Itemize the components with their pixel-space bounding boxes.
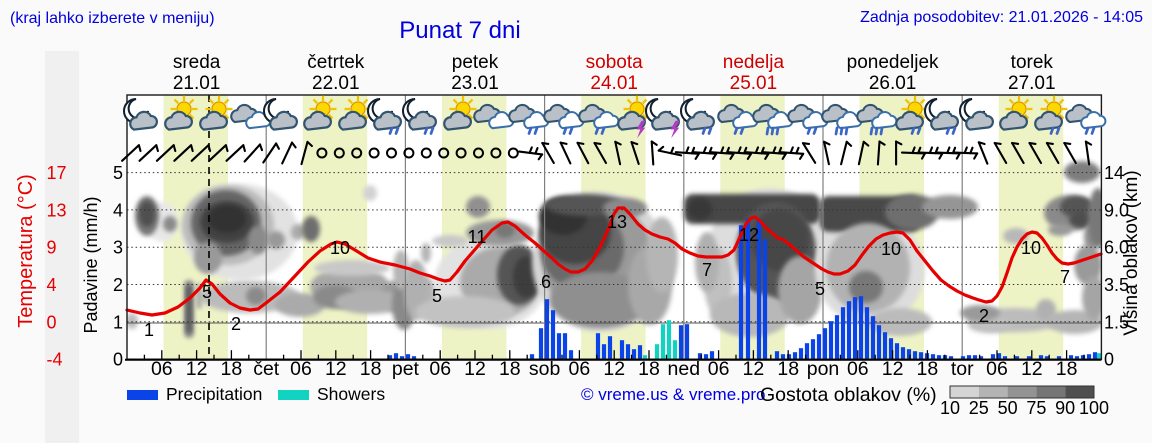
svg-text:22.01: 22.01 [312, 73, 360, 94]
svg-text:18: 18 [777, 358, 799, 380]
svg-text:0: 0 [113, 350, 123, 370]
svg-text:ponedeljek: ponedeljek [847, 52, 939, 73]
svg-text:petek: petek [452, 52, 499, 73]
svg-text:13: 13 [47, 200, 67, 220]
svg-text:18: 18 [221, 358, 243, 380]
svg-text:0: 0 [1104, 350, 1114, 370]
svg-text:četrtek: četrtek [307, 52, 365, 73]
svg-text:6.0: 6.0 [1104, 238, 1129, 258]
svg-text:12: 12 [1021, 358, 1043, 380]
svg-text:Showers: Showers [317, 384, 385, 404]
svg-text:Precipitation: Precipitation [166, 384, 262, 404]
svg-text:12: 12 [325, 358, 347, 380]
svg-text:06: 06 [986, 358, 1008, 380]
svg-text:25: 25 [969, 398, 989, 418]
svg-text:12: 12 [882, 358, 904, 380]
svg-text:sob: sob [529, 358, 561, 380]
svg-text:06: 06 [429, 358, 451, 380]
svg-text:9: 9 [47, 238, 57, 258]
svg-text:5: 5 [113, 163, 123, 183]
svg-text:-4: -4 [47, 350, 63, 370]
svg-text:torek: torek [1011, 52, 1054, 73]
svg-text:12: 12 [464, 358, 486, 380]
svg-text:Punat 7 dni: Punat 7 dni [399, 17, 520, 44]
svg-text:90: 90 [1055, 398, 1075, 418]
svg-text:26.01: 26.01 [869, 73, 917, 94]
svg-text:6: 6 [541, 272, 551, 292]
svg-text:5: 5 [815, 279, 825, 299]
svg-text:18: 18 [638, 358, 660, 380]
svg-text:2: 2 [979, 306, 989, 326]
svg-text:14: 14 [1104, 163, 1124, 183]
svg-text:nedelja: nedelja [723, 52, 785, 73]
svg-text:1.5: 1.5 [1104, 312, 1129, 332]
svg-text:9.0: 9.0 [1104, 200, 1129, 220]
svg-text:ned: ned [668, 358, 701, 380]
svg-text:Gostota oblakov (%): Gostota oblakov (%) [760, 384, 937, 406]
svg-text:7: 7 [702, 260, 712, 280]
svg-text:06: 06 [569, 358, 591, 380]
svg-text:18: 18 [917, 358, 939, 380]
svg-text:© vreme.us & vreme.pro: © vreme.us & vreme.pro [581, 385, 765, 404]
svg-text:12: 12 [603, 358, 625, 380]
svg-text:23.01: 23.01 [451, 73, 499, 94]
svg-text:2: 2 [231, 314, 241, 334]
svg-text:tor: tor [951, 358, 974, 380]
svg-text:4: 4 [113, 200, 123, 220]
svg-text:sobota: sobota [586, 52, 643, 73]
svg-text:sreda: sreda [173, 52, 221, 73]
svg-text:27.01: 27.01 [1008, 73, 1056, 94]
svg-text:06: 06 [151, 358, 173, 380]
svg-text:18: 18 [1056, 358, 1078, 380]
svg-text:12: 12 [743, 358, 765, 380]
svg-text:18: 18 [360, 358, 382, 380]
svg-text:(kraj lahko izberete v meniju): (kraj lahko izberete v meniju) [10, 10, 215, 27]
svg-text:2: 2 [113, 275, 123, 295]
svg-text:čet: čet [253, 358, 280, 380]
svg-text:Padavine (mm/h): Padavine (mm/h) [81, 196, 101, 333]
svg-text:Višina oblakov (km): Višina oblakov (km) [1121, 170, 1142, 335]
svg-text:1: 1 [144, 320, 154, 340]
svg-text:Zadnja posodobitev: 21.01.2026: Zadnja posodobitev: 21.01.2026 - 14:05 [860, 9, 1143, 26]
svg-text:10: 10 [881, 239, 901, 259]
svg-text:10: 10 [1021, 238, 1041, 258]
svg-text:100: 100 [1079, 398, 1109, 418]
svg-text:7: 7 [1060, 267, 1070, 287]
svg-text:06: 06 [290, 358, 312, 380]
svg-text:3.5: 3.5 [1104, 275, 1129, 295]
svg-text:Temperatura (°C): Temperatura (°C) [15, 174, 37, 328]
svg-text:21.01: 21.01 [173, 73, 221, 94]
svg-text:75: 75 [1026, 398, 1046, 418]
svg-text:25.01: 25.01 [730, 73, 778, 94]
svg-text:pet: pet [392, 358, 420, 380]
svg-text:50: 50 [998, 398, 1018, 418]
svg-text:pon: pon [807, 358, 840, 380]
svg-text:12: 12 [739, 225, 759, 245]
svg-text:24.01: 24.01 [590, 73, 638, 94]
svg-text:12: 12 [186, 358, 208, 380]
svg-text:06: 06 [708, 358, 730, 380]
svg-text:06: 06 [847, 358, 869, 380]
svg-text:17: 17 [47, 163, 67, 183]
svg-text:13: 13 [607, 212, 627, 232]
svg-text:5: 5 [432, 286, 442, 306]
svg-text:3: 3 [113, 238, 123, 258]
svg-text:18: 18 [499, 358, 521, 380]
svg-text:4: 4 [47, 275, 57, 295]
svg-text:11: 11 [468, 227, 487, 247]
svg-text:10: 10 [330, 238, 350, 258]
svg-text:1: 1 [113, 312, 123, 332]
svg-text:0: 0 [47, 312, 57, 332]
svg-text:10: 10 [940, 398, 960, 418]
svg-text:5: 5 [202, 282, 212, 302]
